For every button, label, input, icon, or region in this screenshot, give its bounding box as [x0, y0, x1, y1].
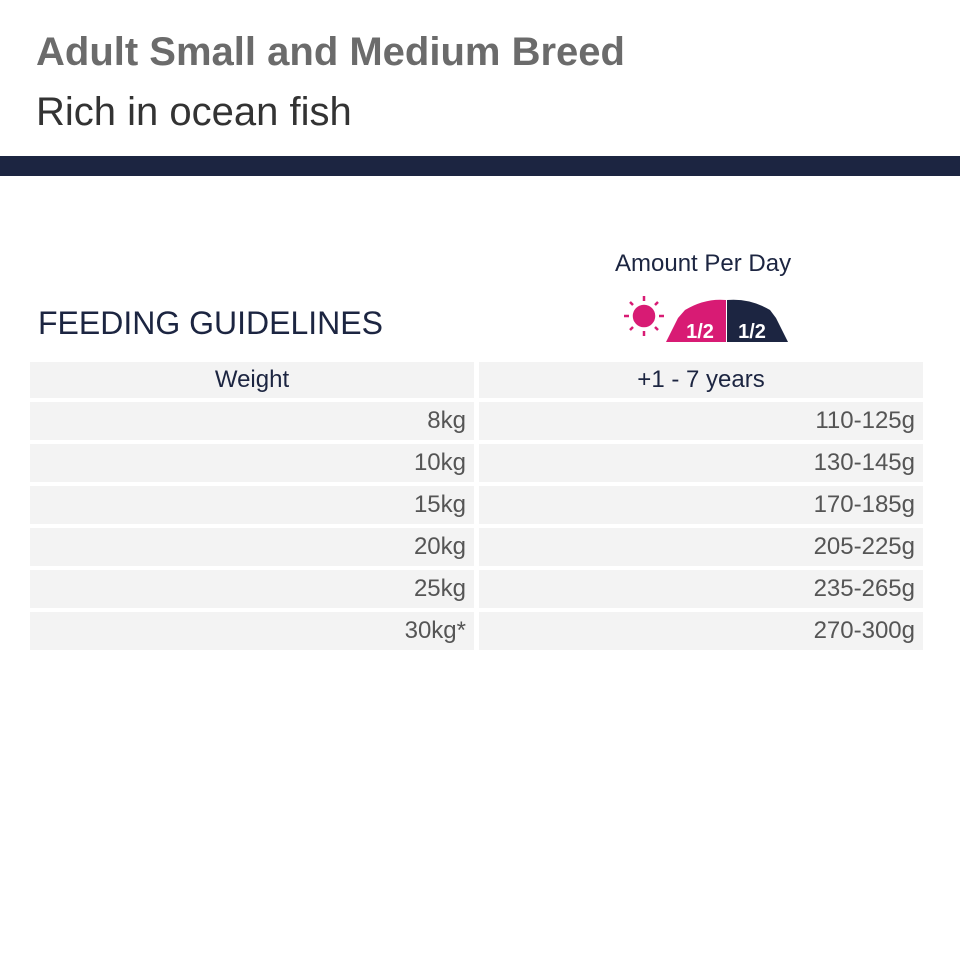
amount-cell: 235-265g — [479, 570, 923, 608]
amount-per-day-label: Amount Per Day — [615, 250, 792, 277]
moon-icon — [791, 300, 806, 330]
amount-cell: 205-225g — [479, 528, 923, 566]
weight-cell: 8kg — [30, 402, 474, 440]
divider-bar — [0, 156, 960, 176]
amount-cell: 110-125g — [479, 402, 923, 440]
feeding-heading: FEEDING GUIDELINES — [38, 305, 383, 341]
feeding-table: Weight +1 - 7 years 8kg 110-125g 10kg 130-1… — [25, 358, 928, 654]
table-row: 25kg 235-265g — [30, 570, 923, 608]
feeding-icons: 1/2 1/2 — [624, 296, 806, 343]
left-half-label: 1/2 — [686, 321, 714, 343]
table-row: 10kg 130-145g — [30, 444, 923, 482]
weight-cell: 20kg — [30, 528, 474, 566]
weight-cell: 30kg* — [30, 612, 474, 650]
table-header-row: Weight +1 - 7 years — [30, 362, 923, 398]
weight-cell: 25kg — [30, 570, 474, 608]
right-half-label: 1/2 — [738, 321, 766, 343]
table-row: 8kg 110-125g — [30, 402, 923, 440]
column-header-weight: Weight — [30, 362, 474, 398]
product-title: Adult Small and Medium Breed — [36, 30, 625, 74]
bowl-right-half — [727, 299, 788, 342]
column-header-age: +1 - 7 years — [479, 362, 923, 398]
sun-icon — [624, 296, 664, 336]
table-row: 30kg* 270-300g — [30, 612, 923, 650]
amount-cell: 170-185g — [479, 486, 923, 524]
amount-cell: 270-300g — [479, 612, 923, 650]
bowl-left-half — [666, 299, 726, 342]
table-row: 20kg 205-225g — [30, 528, 923, 566]
product-subtitle: Rich in ocean fish — [36, 90, 352, 134]
weight-cell: 10kg — [30, 444, 474, 482]
amount-cell: 130-145g — [479, 444, 923, 482]
table-row: 15kg 170-185g — [30, 486, 923, 524]
weight-cell: 15kg — [30, 486, 474, 524]
